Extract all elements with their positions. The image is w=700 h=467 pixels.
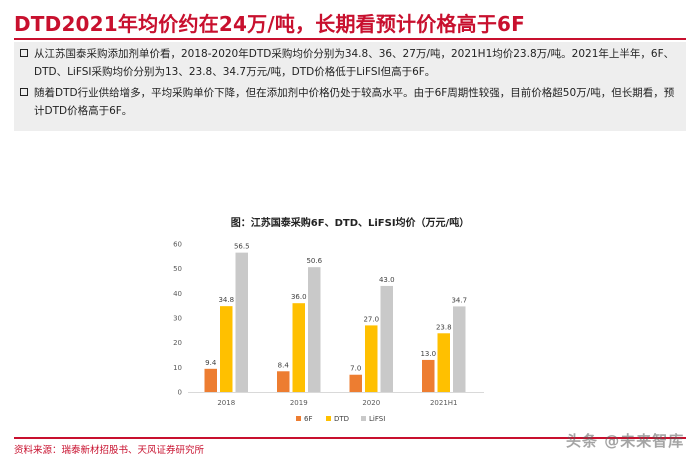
y-tick-label: 50 bbox=[173, 265, 182, 273]
footer-divider bbox=[14, 437, 686, 439]
chart-title: 图：江苏国泰采购6F、DTD、LiFSI均价（万元/吨） bbox=[230, 218, 470, 229]
x-axis: 2018 2019 2020 2021H1 bbox=[217, 399, 457, 407]
square-bullet-icon bbox=[20, 49, 28, 57]
bar-dtd-2021h1 bbox=[437, 333, 450, 392]
bullet-text: 从江苏国泰采购添加剂单价看，2018-2020年DTD采购均价分别为34.8、3… bbox=[34, 48, 675, 78]
x-tick-label: 2018 bbox=[217, 399, 235, 407]
bar-lifsi-2018 bbox=[235, 252, 248, 392]
data-label: 34.8 bbox=[218, 296, 234, 304]
bars: 9.4 34.8 56.5 8.4 36.0 50.6 7.0 27.0 43.0 13.0 23.… bbox=[204, 243, 467, 392]
bar-6f-2019 bbox=[277, 371, 290, 392]
data-label: 8.4 bbox=[278, 361, 290, 369]
bar-6f-2021h1 bbox=[422, 359, 435, 392]
page-title: DTD2021年均价约在24万/吨，长期看预计价格高于6F bbox=[14, 12, 526, 36]
data-label: 27.0 bbox=[363, 315, 379, 323]
y-axis: 0 10 20 30 40 50 60 bbox=[173, 241, 484, 397]
legend-swatch-6f bbox=[296, 416, 301, 421]
bar-lifsi-2019 bbox=[308, 267, 321, 392]
data-label: 13.0 bbox=[420, 350, 436, 358]
legend: 6F DTD LiFSI bbox=[296, 415, 385, 423]
data-label: 43.0 bbox=[379, 276, 395, 284]
bar-dtd-2019 bbox=[292, 303, 305, 392]
watermark: 头条 @未来智库 bbox=[566, 432, 685, 450]
data-label: 23.8 bbox=[436, 323, 452, 331]
x-tick-label: 2019 bbox=[290, 399, 308, 407]
data-label: 7.0 bbox=[350, 365, 361, 373]
y-tick-label: 20 bbox=[173, 339, 182, 347]
legend-swatch-lifsi bbox=[361, 416, 366, 421]
source-note: 资料来源：瑞泰新材招股书、天风证券研究所 bbox=[14, 445, 205, 456]
bullet-text: 随着DTD行业供给增多，平均采购单价下降，但在添加剂中价格仍处于较高水平。由于6… bbox=[34, 87, 675, 117]
title-divider bbox=[14, 38, 686, 40]
x-tick-label: 2020 bbox=[362, 399, 380, 407]
x-tick-label: 2021H1 bbox=[430, 399, 458, 407]
bar-6f-2020 bbox=[349, 374, 362, 392]
y-tick-label: 10 bbox=[173, 364, 182, 372]
bullet-item: 从江苏国泰采购添加剂单价看，2018-2020年DTD采购均价分别为34.8、3… bbox=[20, 45, 678, 81]
square-bullet-icon bbox=[20, 88, 28, 96]
y-tick-label: 30 bbox=[173, 315, 182, 323]
y-tick-label: 0 bbox=[178, 389, 182, 397]
legend-label: LiFSI bbox=[369, 415, 385, 423]
bar-6f-2018 bbox=[204, 368, 217, 392]
data-label: 34.7 bbox=[451, 296, 467, 304]
y-tick-label: 60 bbox=[173, 241, 182, 249]
bar-dtd-2018 bbox=[220, 306, 233, 392]
y-tick-label: 40 bbox=[173, 290, 182, 298]
data-label: 36.0 bbox=[291, 293, 307, 301]
data-label: 9.4 bbox=[205, 359, 217, 367]
legend-swatch-dtd bbox=[326, 416, 331, 421]
legend-label: 6F bbox=[304, 415, 312, 423]
bar-dtd-2020 bbox=[365, 325, 378, 392]
bar-lifsi-2020 bbox=[380, 285, 393, 392]
legend-label: DTD bbox=[334, 415, 349, 423]
bullet-item: 随着DTD行业供给增多，平均采购单价下降，但在添加剂中价格仍处于较高水平。由于6… bbox=[20, 84, 678, 120]
summary-box: 从江苏国泰采购添加剂单价看，2018-2020年DTD采购均价分别为34.8、3… bbox=[14, 42, 686, 131]
data-label: 56.5 bbox=[234, 243, 250, 251]
data-label: 50.6 bbox=[306, 257, 322, 265]
bar-lifsi-2021h1 bbox=[453, 306, 466, 392]
